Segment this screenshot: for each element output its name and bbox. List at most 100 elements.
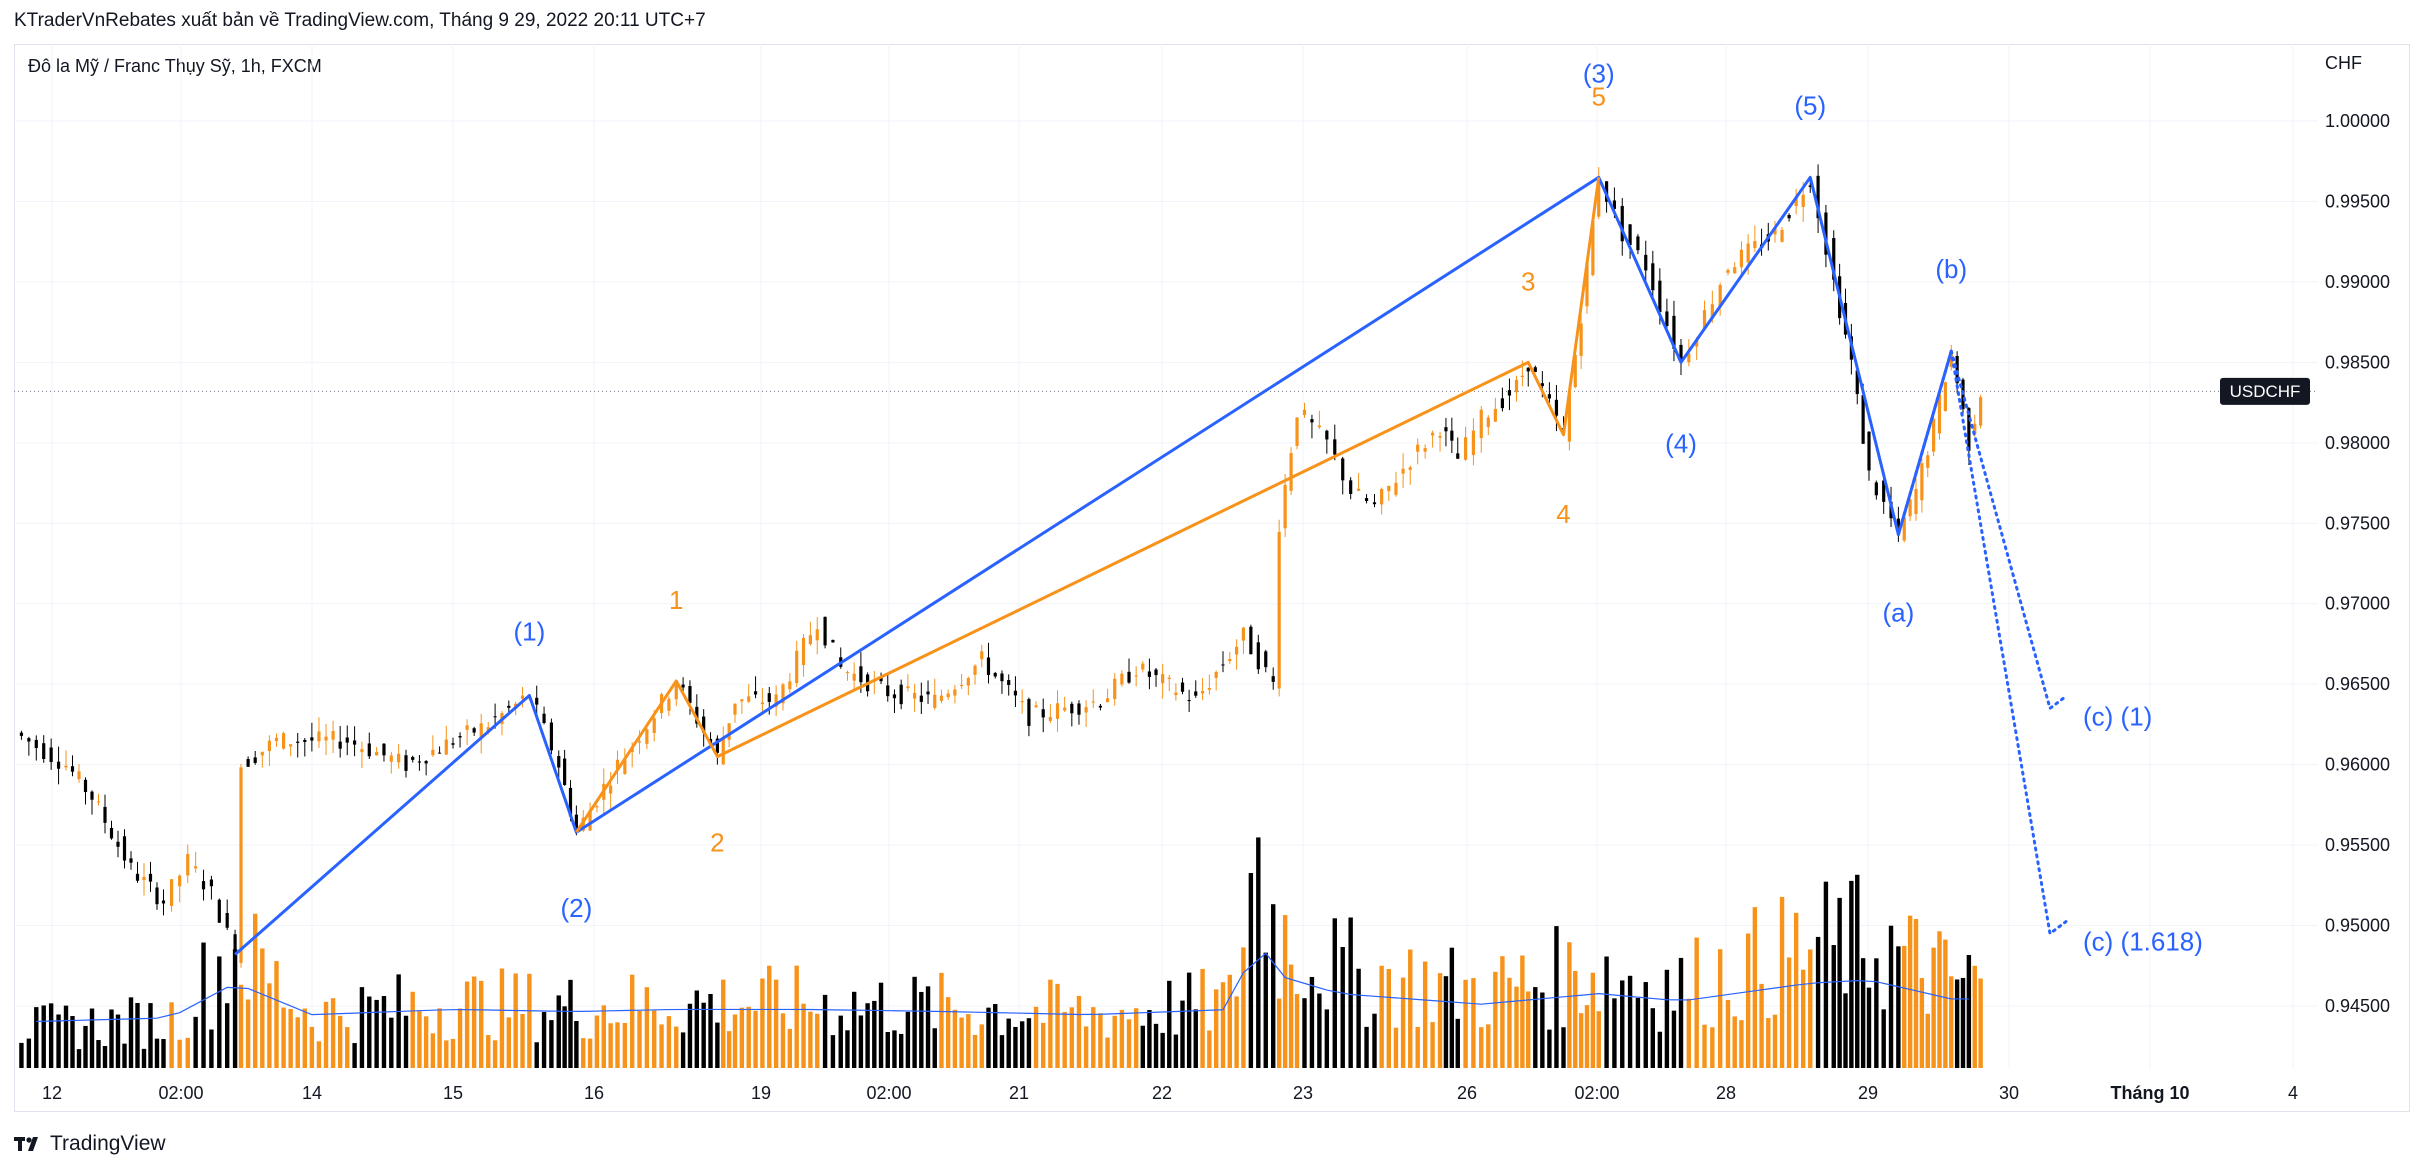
volume-bar [1372,1013,1377,1068]
candle-body [733,703,737,715]
volume-bar [1808,949,1813,1068]
candle-body [1283,484,1287,529]
volume-bar [1823,881,1829,1068]
candle-body [1077,703,1081,715]
candle-body [727,723,731,740]
volume-bar [1415,1027,1420,1068]
volume-bar [905,1011,911,1068]
volume-bar [912,976,917,1068]
volume-bar [1500,956,1505,1068]
candle-body [83,779,88,793]
volume-bar [1386,968,1391,1068]
candle-body [1832,238,1836,280]
volume-bar [1294,994,1300,1068]
candle-body [1084,707,1088,713]
volume-bar [1062,1011,1067,1068]
candle-body [919,695,923,702]
candle-layer [19,164,1983,972]
publisher-caption: KTraderVnRebates xuất bản về TradingView… [14,10,706,31]
candle-body [688,686,692,703]
volume-bar [274,961,279,1068]
volume-bar [865,1003,870,1068]
volume-bar [1860,958,1866,1068]
candle-body [588,809,592,831]
projection-label: (c) (1) [2083,701,2152,731]
candle-body [535,697,539,705]
candle-body [479,723,483,738]
candle-body [980,651,984,660]
volume-bar [267,983,272,1068]
candle-body [1801,194,1805,207]
volume-bar [822,994,828,1068]
candle-body [1194,691,1198,696]
volume-bar [1364,1026,1369,1068]
candle-body [1773,228,1777,235]
elliott-wave-layer [234,175,2068,956]
volume-moving-average [36,952,1969,1023]
volume-bar [1745,933,1751,1068]
candle-body [1289,453,1293,491]
volume-bar [492,1040,498,1068]
volume-bar [694,990,700,1068]
candle-body [1573,354,1577,388]
volume-bar [1133,1008,1139,1068]
volume-bar [581,1038,586,1068]
volume-bar [479,980,484,1068]
candle-body [42,743,46,760]
candle-body [1679,344,1683,362]
volume-bar [1180,1000,1185,1068]
candle-body [1597,182,1601,217]
volume-bar [1493,971,1498,1068]
candle-body [926,691,930,695]
candle-body [1048,717,1052,721]
axis-layer: CHF 1.00000 0.99500 0.99000 0.98500 0.98000 0.… [42,53,2390,1103]
candle-body [1020,701,1024,703]
grid-layer [14,44,2318,1068]
candle-body [1416,444,1420,452]
volume-bar [1664,969,1670,1068]
volume-bar [1937,931,1942,1068]
volume-bar [1153,1023,1159,1068]
volume-bar [1881,1009,1886,1068]
volume-bar [674,1026,679,1068]
candle-body [966,678,970,686]
volume-bar [845,1030,850,1068]
candle-body [352,740,357,745]
y-tick-label: 1.00000 [2325,111,2390,131]
candle-body [557,756,561,768]
volume-bar [1561,1027,1566,1068]
volume-bar [430,1033,436,1068]
candle-body [1372,502,1377,505]
x-tick-label: 26 [1457,1083,1477,1103]
candle-body [209,879,214,887]
volume-bar [1400,977,1406,1068]
candle-body [404,755,408,771]
x-tick-label: 21 [1009,1083,1029,1103]
volume-bar [1147,1010,1152,1068]
volume-bar [1356,968,1361,1068]
volume-bar [302,1008,307,1068]
volume-bar [1271,904,1276,1068]
volume-bar [1573,970,1578,1068]
candle-body [331,731,335,740]
volume-bar [972,1034,978,1068]
volume-bar [1657,1031,1663,1068]
candle-body [1034,705,1038,708]
volume-bar [644,987,650,1068]
tradingview-brand[interactable]: TradingView [14,1132,166,1156]
candle-body [1500,398,1504,409]
candle-body [1007,680,1011,686]
candle-body [1333,439,1337,455]
volume-bar [1006,1018,1011,1068]
volume-bar [1019,1021,1025,1068]
candle-body [90,791,94,800]
y-tick-label: 0.98000 [2325,433,2390,453]
y-tick-label: 0.96000 [2325,755,2390,775]
candle-body [431,749,435,756]
volume-bar [337,1015,343,1068]
candle-body [317,731,321,742]
volume-bar [1507,977,1512,1068]
volume-bar [919,991,924,1068]
volume-bar [999,1035,1005,1068]
